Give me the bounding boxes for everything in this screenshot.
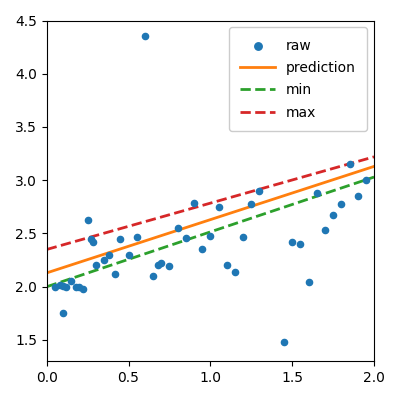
raw: [57, 282, 63, 288]
raw: [354, 193, 361, 200]
raw: [224, 262, 230, 269]
raw: [174, 225, 181, 231]
raw: [125, 252, 132, 258]
raw: [68, 278, 74, 285]
raw: [305, 279, 312, 286]
raw: [76, 284, 83, 290]
raw: [84, 216, 91, 223]
raw: [52, 284, 58, 290]
raw: [88, 236, 94, 242]
raw: [60, 310, 66, 316]
raw: [281, 339, 287, 345]
raw: [117, 236, 124, 242]
raw: [199, 246, 206, 253]
raw: [80, 286, 86, 292]
raw: [322, 227, 328, 234]
raw: [346, 161, 353, 168]
raw: [330, 212, 336, 218]
raw: [60, 282, 66, 289]
raw: [240, 234, 246, 240]
raw: [93, 262, 99, 269]
raw: [314, 190, 320, 196]
raw: [289, 239, 296, 245]
raw: [232, 269, 238, 275]
raw: [101, 257, 107, 263]
raw: [63, 284, 70, 290]
raw: [248, 200, 254, 207]
raw: [155, 262, 161, 269]
raw: [207, 232, 214, 239]
raw: [150, 273, 156, 279]
raw: [73, 284, 79, 290]
raw: [134, 234, 140, 240]
raw: [256, 188, 263, 194]
raw: [363, 177, 369, 184]
raw: [89, 239, 96, 245]
raw: [297, 241, 304, 247]
raw: [106, 252, 112, 258]
Legend: raw, prediction, min, max: raw, prediction, min, max: [229, 28, 367, 131]
raw: [112, 271, 119, 277]
raw: [215, 204, 222, 210]
raw: [183, 234, 189, 241]
raw: [338, 200, 344, 207]
raw: [166, 263, 173, 270]
raw: [191, 200, 197, 206]
raw: [158, 260, 164, 266]
raw: [142, 33, 148, 40]
